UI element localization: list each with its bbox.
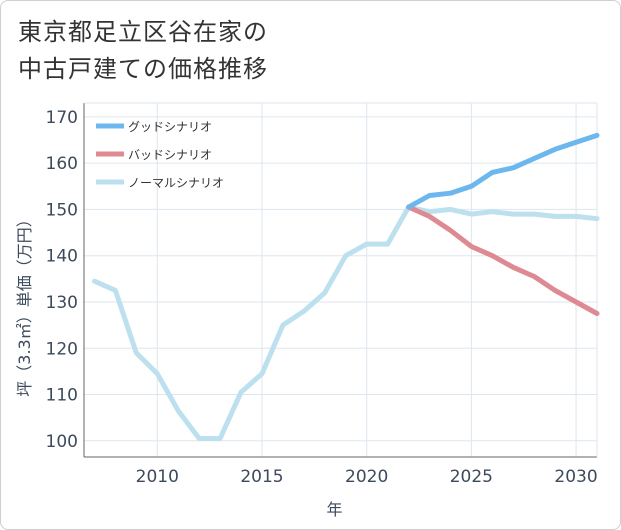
y-tick-label: 150 xyxy=(46,200,78,220)
legend-item[interactable]: ノーマルシナリオ xyxy=(96,176,224,190)
y-tick-label: 130 xyxy=(46,293,78,313)
y-axis-label: 坪（3.3㎡）単価（万円） xyxy=(15,211,34,396)
legend-label: グッドシナリオ xyxy=(128,120,212,134)
x-tick-label: 2015 xyxy=(240,467,283,487)
series-line-1 xyxy=(406,132,600,210)
series-line-3 xyxy=(92,204,600,441)
x-tick-label: 2030 xyxy=(554,467,597,487)
y-tick-label: 100 xyxy=(46,432,78,452)
y-tick-label: 120 xyxy=(46,339,78,359)
legend-item[interactable]: バッドシナリオ xyxy=(96,148,212,162)
y-tick-label: 140 xyxy=(46,247,78,267)
y-tick-labels: 100 110 120 130 140 150 160 170 xyxy=(46,108,78,452)
x-axis-label: 年 xyxy=(326,500,342,519)
legend-item[interactable]: グッドシナリオ xyxy=(96,120,212,134)
x-tick-label: 2020 xyxy=(345,467,388,487)
legend-label: ノーマルシナリオ xyxy=(128,176,224,190)
series-line-2 xyxy=(406,204,600,316)
y-tick-label: 170 xyxy=(46,108,78,128)
x-tick-label: 2010 xyxy=(136,467,179,487)
x-tick-label: 2025 xyxy=(450,467,493,487)
chart-title: 東京都足立区谷在家の 中古戸建ての価格推移 xyxy=(18,18,268,83)
axis-lines xyxy=(83,102,598,458)
y-tick-label: 160 xyxy=(46,154,78,174)
series-lines xyxy=(92,132,600,441)
x-tick-labels: 2010 2015 2020 2025 2030 xyxy=(136,467,598,487)
legend-label: バッドシナリオ xyxy=(128,148,212,162)
y-tick-label: 110 xyxy=(46,386,78,406)
